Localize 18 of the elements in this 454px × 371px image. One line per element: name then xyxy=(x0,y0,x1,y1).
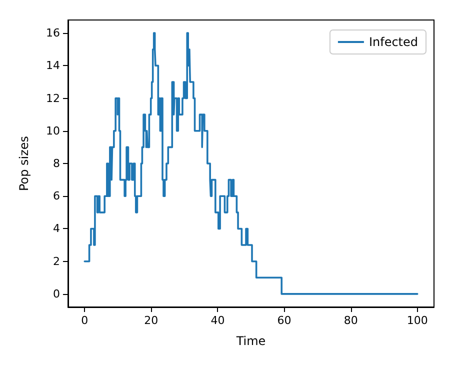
x-tick-label: 20 xyxy=(144,314,158,327)
x-axis-title: Time xyxy=(235,334,266,348)
y-tick-label: 14 xyxy=(46,59,60,72)
x-tick-label: 60 xyxy=(277,314,292,327)
y-axis-title: Pop sizes xyxy=(17,136,31,192)
y-tick-label: 6 xyxy=(53,190,60,203)
x-tick-label: 40 xyxy=(210,314,225,327)
y-tick-label: 10 xyxy=(46,124,60,138)
y-tick-label: 16 xyxy=(46,26,60,40)
legend-label: Infected xyxy=(368,35,418,49)
y-tick-label: 0 xyxy=(53,287,60,300)
y-tick-label: 8 xyxy=(53,157,60,170)
x-tick-label: 80 xyxy=(344,314,358,327)
x-tick-label: 0 xyxy=(81,314,88,327)
y-tick-label: 12 xyxy=(46,92,60,105)
y-tick-label: 2 xyxy=(53,254,60,268)
x-tick-label: 100 xyxy=(406,314,428,327)
y-tick-label: 4 xyxy=(53,222,60,236)
